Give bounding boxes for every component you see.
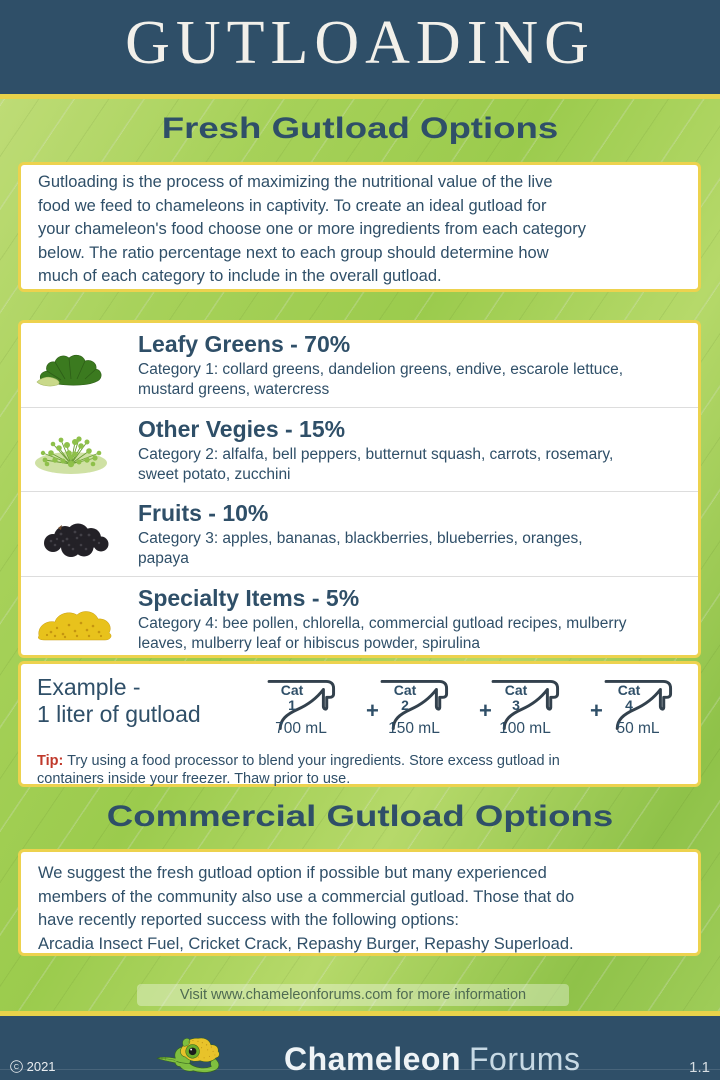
- svg-text:C: C: [14, 1063, 19, 1071]
